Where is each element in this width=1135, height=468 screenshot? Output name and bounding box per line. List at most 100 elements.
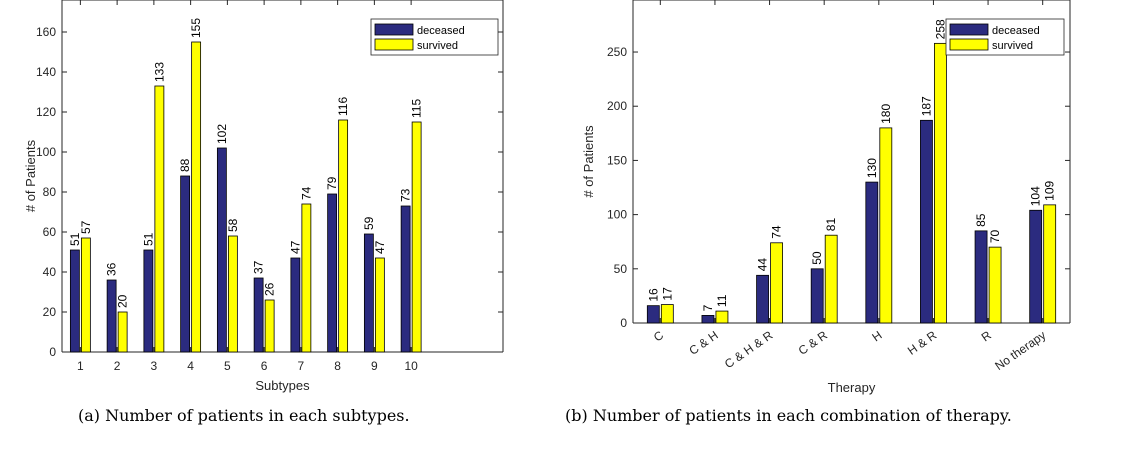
- bar-survived: [117, 311, 128, 353]
- data-label-deceased: 59: [362, 216, 376, 230]
- data-label-deceased: 7: [701, 304, 715, 311]
- bar-survived: [879, 127, 893, 324]
- bar-deceased: [253, 277, 264, 353]
- bar-survived: [80, 237, 91, 353]
- x-axis-label: Subtypes: [255, 378, 310, 393]
- bar-survived: [660, 304, 674, 324]
- bar-deceased: [701, 315, 715, 324]
- legend-label-deceased: deceased: [417, 25, 465, 37]
- bar-deceased: [810, 268, 824, 324]
- x-tick-label: 6: [261, 359, 268, 373]
- x-tick-label: C & R: [796, 328, 831, 358]
- y-tick-label: 200: [607, 99, 627, 113]
- y-tick-label: 40: [43, 265, 57, 279]
- bar-deceased: [756, 274, 769, 324]
- y-tick-label: 0: [49, 345, 56, 359]
- caption-therapy: (b) Number of patients in each combinati…: [565, 406, 1012, 425]
- x-tick-label: 1: [77, 359, 84, 373]
- data-label-deceased: 79: [325, 176, 339, 190]
- bar-deceased: [1029, 209, 1043, 324]
- legend: deceased survived: [945, 18, 1065, 56]
- legend-label-deceased: deceased: [992, 25, 1040, 37]
- bar-deceased: [646, 305, 660, 324]
- data-label-survived: 155: [189, 18, 203, 38]
- x-tick-label: H: [869, 328, 884, 344]
- bar-survived: [988, 246, 1002, 324]
- x-tick-label: C & H & R: [722, 328, 776, 371]
- y-tick-label: 100: [36, 145, 56, 159]
- y-tick-label: 50: [614, 262, 628, 276]
- x-tick-label: C: [651, 328, 666, 345]
- data-label-survived: 20: [116, 294, 130, 308]
- data-label-survived: 57: [79, 220, 93, 234]
- bar-survived: [824, 234, 838, 324]
- data-label-deceased: 44: [756, 258, 770, 272]
- data-label-deceased: 36: [105, 262, 119, 276]
- x-axis-label: Therapy: [828, 380, 876, 395]
- bar-survived: [338, 119, 349, 353]
- bar-survived: [154, 85, 165, 353]
- y-tick-label: 160: [36, 25, 56, 39]
- chart-subtypes: 0204060801001201401601515723620351133488…: [23, 0, 504, 393]
- bar-deceased: [974, 230, 988, 324]
- data-label-deceased: 104: [1029, 186, 1043, 206]
- data-label-survived: 58: [226, 218, 240, 232]
- data-label-survived: 258: [933, 19, 947, 39]
- bar-deceased: [216, 147, 227, 353]
- bar-deceased: [363, 233, 374, 353]
- data-label-survived: 115: [410, 99, 424, 118]
- bar-survived: [715, 310, 729, 324]
- data-label-survived: 180: [879, 104, 893, 124]
- bar-deceased: [180, 175, 191, 353]
- data-label-survived: 26: [263, 282, 277, 296]
- bar-survived: [770, 242, 783, 324]
- data-label-deceased: 187: [919, 96, 933, 116]
- chart-therapy: 0 50 100 150 200 250 C 16 17 C & H 711 C & H & R 44 7…: [581, 0, 1071, 395]
- legend-label-survived: survived: [417, 40, 458, 52]
- data-label-deceased: 102: [215, 124, 229, 144]
- x-tick-label: 5: [224, 359, 231, 373]
- bar-deceased: [69, 249, 80, 353]
- y-tick-label: 0: [620, 316, 627, 330]
- data-label-survived: 133: [152, 62, 166, 82]
- panel-subtypes: 0 20 40 60 80 100 120 140 160 1 51 57 2 36 20 3 51 133 4 88…: [0, 0, 565, 468]
- data-label-survived: 109: [1043, 181, 1057, 201]
- data-label-deceased: 88: [178, 158, 192, 172]
- bar-survived: [411, 121, 422, 353]
- data-label-deceased: 16: [646, 288, 660, 302]
- bar-survived: [227, 235, 238, 353]
- bar-deceased: [143, 249, 154, 353]
- x-tick-label: No therapy: [992, 328, 1048, 373]
- data-label-deceased: 85: [974, 213, 988, 227]
- bar-survived: [191, 41, 202, 353]
- data-label-deceased: 130: [865, 158, 879, 178]
- data-label-deceased: 51: [141, 232, 155, 246]
- x-tick-label: 10: [404, 359, 418, 373]
- data-label-survived: 74: [299, 186, 313, 200]
- legend-swatch-deceased: [949, 23, 989, 36]
- bar-deceased: [327, 193, 338, 353]
- bar-deceased: [290, 257, 301, 353]
- x-tick-label: R: [979, 328, 994, 345]
- x-tick-label: 8: [334, 359, 341, 373]
- data-label-deceased: 51: [68, 232, 82, 246]
- legend-swatch-survived: [949, 38, 989, 51]
- bar-deceased: [106, 279, 117, 353]
- bar-survived: [1043, 204, 1057, 324]
- legend-swatch-survived: [374, 38, 414, 51]
- bar-deceased: [920, 119, 933, 324]
- data-label-survived: 47: [373, 240, 387, 254]
- legend-swatch-deceased: [374, 23, 414, 36]
- data-label-deceased: 50: [810, 251, 824, 265]
- y-tick-label: 60: [43, 225, 57, 239]
- caption-subtypes: (a) Number of patients in each subtypes.: [78, 406, 410, 425]
- bar-survived: [934, 42, 947, 324]
- x-tick-label: 7: [298, 359, 305, 373]
- y-tick-label: 140: [36, 65, 56, 79]
- bar-deceased: [865, 181, 879, 324]
- bar-survived: [264, 299, 275, 353]
- x-tick-label: 9: [371, 359, 378, 373]
- y-tick-label: 80: [43, 185, 57, 199]
- x-tick-label: 2: [114, 359, 121, 373]
- x-tick-label: H & R: [905, 328, 940, 358]
